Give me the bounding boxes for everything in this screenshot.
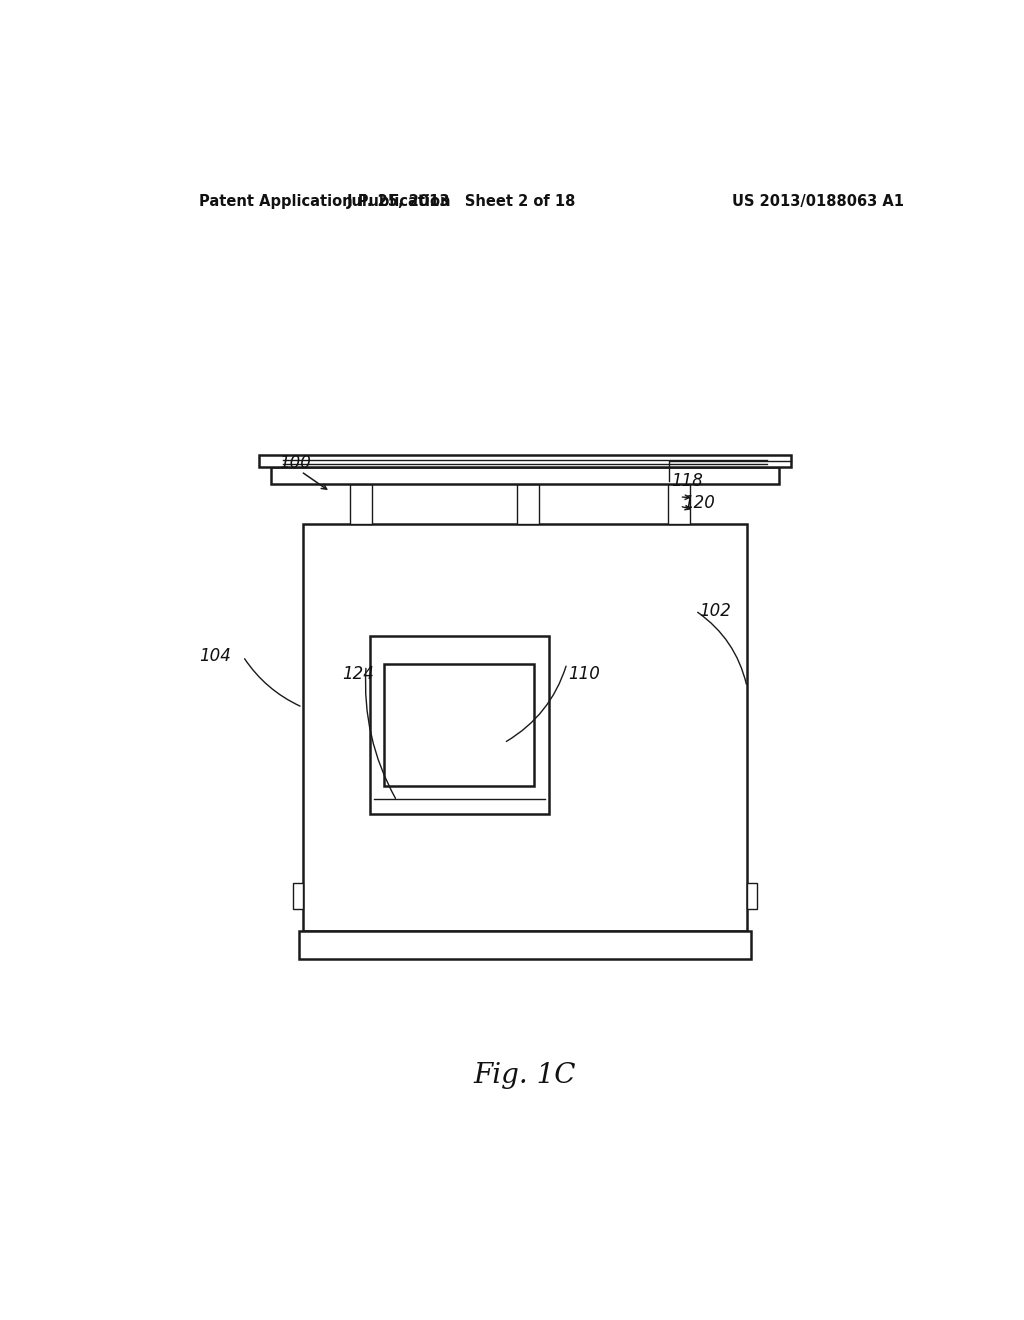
Text: Jul. 25, 2013   Sheet 2 of 18: Jul. 25, 2013 Sheet 2 of 18 bbox=[347, 194, 575, 209]
Bar bbox=[350, 483, 373, 524]
Bar bbox=[384, 664, 535, 785]
Bar bbox=[293, 883, 303, 908]
Bar bbox=[303, 524, 748, 931]
Text: 120: 120 bbox=[684, 494, 716, 512]
Bar bbox=[517, 483, 539, 524]
Text: 118: 118 bbox=[672, 471, 703, 490]
Text: 102: 102 bbox=[699, 602, 731, 619]
Bar bbox=[668, 483, 690, 524]
Text: 100: 100 bbox=[279, 454, 310, 473]
Bar bbox=[270, 467, 779, 483]
Text: 124: 124 bbox=[342, 665, 374, 682]
Text: Fig. 1C: Fig. 1C bbox=[473, 1061, 577, 1089]
Bar bbox=[370, 636, 549, 814]
Bar bbox=[259, 455, 791, 467]
Text: US 2013/0188063 A1: US 2013/0188063 A1 bbox=[732, 194, 904, 209]
Bar bbox=[299, 931, 751, 960]
Bar bbox=[748, 883, 757, 908]
Text: Patent Application Publication: Patent Application Publication bbox=[200, 194, 451, 209]
Text: 104: 104 bbox=[200, 647, 231, 665]
Text: 110: 110 bbox=[568, 665, 600, 682]
